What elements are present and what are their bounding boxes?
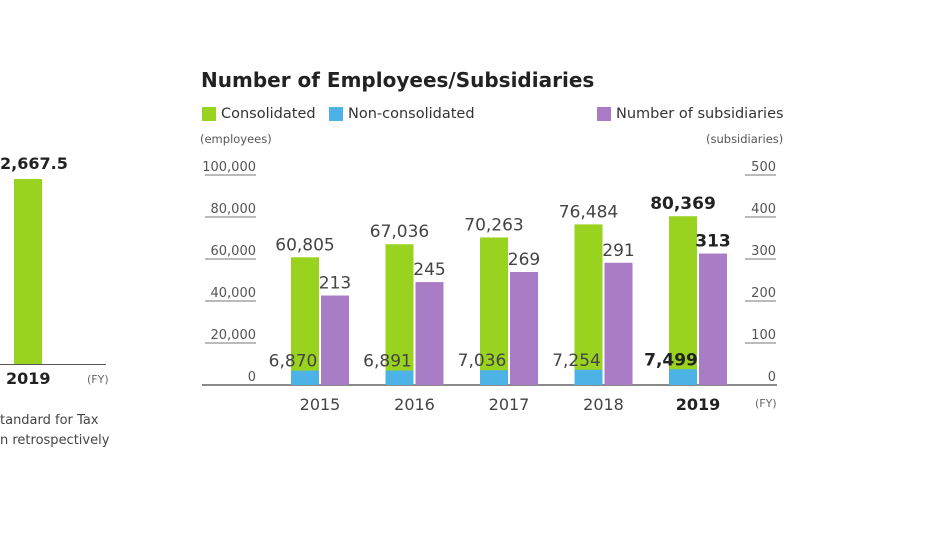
data-label-consolidated: 76,484 [559,202,618,222]
bar-subsidiaries-2016 [415,282,444,385]
left-axis-tick-label: 80,000 [211,202,257,217]
bar-non-consolidated-2016 [385,370,414,385]
data-label-subsidiaries: 313 [695,232,731,252]
bar-subsidiaries-2019 [699,253,727,385]
data-label-consolidated: 60,805 [275,235,334,255]
left-axis-tick-label: 60,000 [211,244,257,259]
right-axis-unit-label: (subsidiaries) [706,132,784,146]
legend-swatch-non-consolidated [329,107,343,121]
left-panel-bar [14,179,42,364]
data-label-non-consolidated: 7,254 [552,351,601,371]
left-panel-axis-line [0,364,106,365]
data-label-consolidated: 67,036 [370,222,429,242]
chart-title: Number of Employees/Subsidiaries [201,68,595,92]
left-axis-tick-label: 100,000 [202,160,256,175]
data-label-consolidated: 70,263 [464,215,523,235]
x-axis-category-label: 2016 [394,395,435,414]
right-axis-tick-label: 300 [751,244,776,259]
data-label-consolidated: 80,369 [650,194,716,214]
data-label-non-consolidated: 6,870 [269,352,318,372]
legend-item-non-consolidated: Non-consolidated [329,106,475,122]
left-panel-note-line-1: tandard for Tax [0,413,99,428]
bar-consolidated-2017 [480,237,508,385]
left-panel-fy-label: (FY) [87,373,109,386]
left-axis-tick-label: 20,000 [211,328,257,343]
bar-subsidiaries-2018 [604,262,633,385]
data-label-subsidiaries: 245 [413,260,445,280]
legend-label-consolidated: Consolidated [221,106,316,122]
left-axis-unit-label: (employees) [200,132,272,146]
x-axis-category-label: 2019 [676,395,721,414]
data-label-non-consolidated: 7,036 [458,351,507,371]
legend-swatch-subsidiaries [597,107,611,121]
x-axis-category-label: 2017 [489,395,530,414]
left-panel-value-label: 2,667.5 [0,154,68,173]
bar-consolidated-2016 [385,244,414,385]
bar-subsidiaries-2015 [321,295,349,385]
bar-consolidated-2019 [669,216,697,385]
legend-label-subsidiaries: Number of subsidiaries [616,106,784,122]
data-label-subsidiaries: 269 [508,250,540,270]
left-axis-tick-label: 40,000 [211,286,257,301]
left-panel-note-line-2: n retrospectively [0,433,110,448]
left-axis-tick-label: 0 [248,370,256,385]
data-label-subsidiaries: 291 [602,241,634,261]
bar-non-consolidated-2015 [291,370,319,385]
bar-non-consolidated-2018 [574,369,603,385]
x-axis-category-label: 2015 [300,395,341,414]
bar-consolidated-2018 [574,224,603,385]
right-axis-tick-label: 0 [768,370,776,385]
bar-subsidiaries-2017 [510,272,538,385]
bar-non-consolidated-2019 [669,369,697,385]
right-axis-tick-label: 200 [751,286,776,301]
bar-non-consolidated-2017 [480,370,508,385]
legend-swatch-consolidated [202,107,216,121]
legend-item-subsidiaries: Number of subsidiaries [597,106,784,122]
right-axis-tick-label: 500 [751,160,776,175]
x-axis-unit-label: (FY) [755,397,777,410]
right-axis-tick-label: 100 [751,328,776,343]
data-label-non-consolidated: 7,499 [644,350,698,370]
x-axis-category-label: 2018 [583,395,624,414]
data-label-subsidiaries: 213 [319,274,351,294]
legend-label-non-consolidated: Non-consolidated [348,106,475,122]
right-axis-tick-label: 400 [751,202,776,217]
left-panel-year-label: 2019 [6,369,51,388]
bar-consolidated-2015 [291,257,319,385]
legend-item-consolidated: Consolidated [202,106,316,122]
data-label-non-consolidated: 6,891 [363,352,412,372]
